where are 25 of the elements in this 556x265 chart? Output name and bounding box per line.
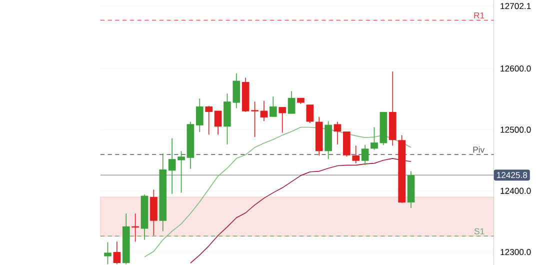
ref-line-label: 12425.8 <box>496 172 528 178</box>
candlestick <box>352 144 360 164</box>
candlestick <box>361 144 369 166</box>
candlestick <box>334 121 342 145</box>
candlestick <box>306 104 314 124</box>
candlestick <box>104 242 112 264</box>
candlestick <box>113 240 121 264</box>
candlestick <box>370 126 378 150</box>
y-tick-label: 12400.0 <box>500 188 531 194</box>
candlestick <box>288 90 296 114</box>
y-tick-label: 12702.1 <box>500 2 531 9</box>
candlestick <box>269 96 277 118</box>
y-tick-label: 12300.0 <box>500 248 531 255</box>
candlestick <box>278 106 286 133</box>
ref-line-label: Piv <box>473 146 485 152</box>
candlestick <box>196 98 204 132</box>
ref-line-label: S1 <box>474 228 484 234</box>
candlestick <box>150 188 158 236</box>
candlestick <box>205 105 213 135</box>
candlestick <box>260 100 268 122</box>
y-tick-label: 12500.0 <box>500 126 531 132</box>
candlestick <box>214 110 222 135</box>
ref-line-label: R1 <box>474 12 484 18</box>
candlestick <box>343 130 350 157</box>
y-tick-label: 12600.0 <box>500 65 531 72</box>
